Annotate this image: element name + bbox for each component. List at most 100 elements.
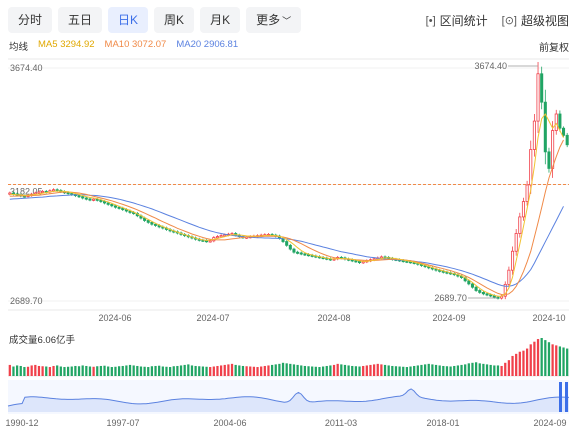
tab-monthly-k[interactable]: 月K bbox=[200, 7, 241, 33]
history-x-label: 1990-12 bbox=[5, 418, 38, 428]
volume-bar bbox=[336, 363, 339, 376]
y-label-top: 3674.40 bbox=[10, 63, 43, 73]
candle-body bbox=[303, 253, 307, 256]
volume-bar bbox=[176, 365, 179, 376]
volume-bar bbox=[413, 365, 416, 376]
volume-bar bbox=[59, 366, 62, 376]
candle-body bbox=[285, 241, 289, 246]
volume-bar bbox=[263, 365, 266, 376]
volume-label: 成交量6.06亿手 bbox=[9, 335, 75, 346]
history-area bbox=[8, 388, 569, 412]
candle-body bbox=[296, 251, 300, 254]
x-label: 2024-07 bbox=[196, 313, 229, 323]
volume-bar bbox=[365, 365, 368, 376]
volume-bar bbox=[270, 364, 274, 376]
volume-bar bbox=[201, 366, 205, 376]
legend-ma5: MA5 3294.92 bbox=[38, 39, 95, 50]
volume-bar bbox=[154, 365, 157, 376]
volume-bar bbox=[321, 366, 325, 376]
history-window-handle-right[interactable] bbox=[565, 382, 568, 412]
volume-bar bbox=[369, 364, 372, 376]
volume-bar bbox=[416, 365, 419, 376]
volume-bar bbox=[343, 364, 347, 376]
volume-bar bbox=[161, 366, 164, 376]
volume-bar bbox=[121, 365, 124, 376]
volume-bar bbox=[383, 364, 387, 376]
candle-body bbox=[292, 248, 296, 253]
volume-bar bbox=[77, 366, 81, 376]
tab-intraday[interactable]: 分时 bbox=[8, 7, 53, 33]
candle-body bbox=[154, 223, 158, 226]
candle-body bbox=[525, 184, 529, 202]
volume-bar bbox=[114, 366, 117, 376]
history-x-label: 1997-07 bbox=[106, 418, 139, 428]
candle-body bbox=[106, 202, 110, 205]
volume-bar bbox=[147, 367, 150, 376]
low-annotation: 2689.70 bbox=[434, 293, 498, 303]
legend-ma10: MA10 3072.07 bbox=[104, 39, 167, 50]
history-window-handle-left[interactable] bbox=[559, 382, 562, 412]
volume-bar bbox=[300, 365, 303, 376]
tab-daily-k[interactable]: 日K bbox=[108, 7, 149, 33]
focus-frame-icon: [⊙] bbox=[501, 15, 517, 27]
volume-bar bbox=[249, 366, 252, 376]
x-label: 2024-09 bbox=[432, 313, 465, 323]
volume-bar bbox=[529, 344, 532, 376]
tab-more[interactable]: 更多 ﹀ bbox=[246, 7, 302, 33]
volume-bar bbox=[351, 365, 354, 376]
super-view-button[interactable]: [⊙] 超级视图 bbox=[502, 12, 569, 29]
volume-bar bbox=[99, 365, 103, 376]
volume-bar bbox=[540, 338, 543, 376]
volume-bar bbox=[500, 365, 503, 376]
history-overview[interactable] bbox=[7, 380, 570, 414]
volume-bar bbox=[230, 363, 234, 376]
volume-bar bbox=[292, 364, 296, 376]
volume-bar bbox=[362, 365, 365, 376]
candle-body bbox=[467, 280, 471, 285]
candle-body bbox=[554, 113, 558, 131]
volume-bar bbox=[223, 364, 226, 376]
candle-body bbox=[288, 244, 292, 250]
history-x-labels: 1990-12 1997-07 2004-06 2011-03 2018-01 2024-… bbox=[5, 418, 566, 428]
volume-bar bbox=[198, 366, 201, 376]
adjust-mode-button[interactable]: 前复权 bbox=[539, 43, 569, 54]
range-bracket-icon: [•] bbox=[425, 14, 436, 27]
candles bbox=[8, 61, 569, 300]
tab-five-day[interactable]: 五日 bbox=[58, 7, 103, 33]
volume-bar bbox=[325, 365, 328, 376]
volume-bar bbox=[558, 346, 562, 376]
volume-bar bbox=[143, 366, 146, 376]
tab-more-label: 更多 bbox=[256, 13, 281, 27]
candle-body bbox=[81, 196, 85, 199]
volume-bar bbox=[165, 366, 168, 376]
volume-bar bbox=[354, 366, 358, 376]
volume-bar bbox=[74, 365, 77, 376]
history-x-label: 2018-01 bbox=[426, 418, 459, 428]
volume-bar bbox=[376, 363, 379, 376]
y-label-mid: 3182.05 bbox=[10, 187, 43, 197]
volume-bar bbox=[183, 364, 186, 376]
volume-bar bbox=[125, 365, 128, 376]
volume-bar bbox=[274, 364, 277, 376]
volume-bar bbox=[464, 364, 467, 376]
volume-bar bbox=[547, 342, 551, 376]
volume-bar bbox=[187, 364, 190, 376]
volume-bar bbox=[289, 363, 292, 376]
candle-body bbox=[514, 233, 518, 252]
candle-body bbox=[540, 73, 544, 103]
volume-bar bbox=[117, 366, 121, 376]
volume-bar bbox=[92, 366, 95, 376]
range-stats-button[interactable]: [•] 区间统计 bbox=[426, 12, 488, 29]
candle-body bbox=[547, 151, 551, 169]
volume-bar bbox=[26, 366, 30, 376]
volume-bar bbox=[45, 366, 48, 376]
volume-bar bbox=[423, 364, 427, 376]
volume-bar bbox=[314, 366, 317, 376]
volume-bars bbox=[8, 338, 569, 376]
candle-body bbox=[117, 206, 121, 209]
chart-tools: [•] 区间统计 [⊙] 超级视图 bbox=[426, 12, 569, 29]
low-annotation-text: 2689.70 bbox=[434, 293, 467, 303]
volume-bar bbox=[103, 365, 106, 376]
tab-weekly-k[interactable]: 周K bbox=[154, 7, 195, 33]
